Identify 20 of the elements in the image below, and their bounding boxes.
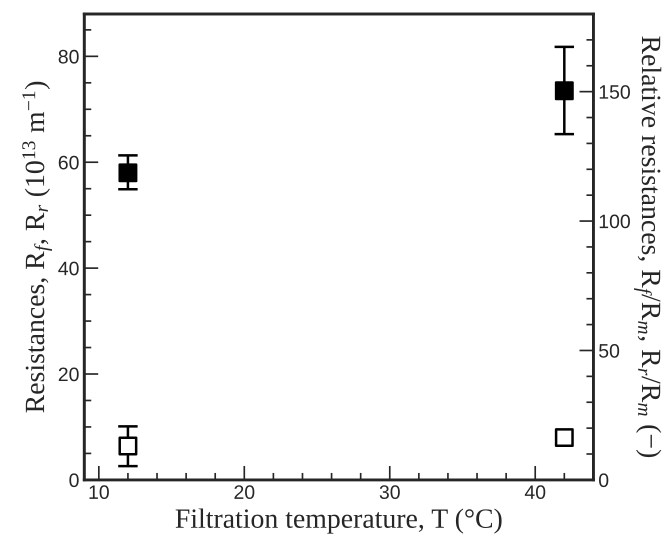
x-tick-label: 20: [234, 485, 254, 500]
x-tick-label: 30: [380, 485, 400, 500]
point: [554, 428, 574, 448]
y2-tick-label: 150: [600, 85, 630, 99]
y-tick-label: 40: [58, 262, 79, 276]
x-tick-label: 10: [90, 485, 109, 500]
point: [118, 436, 138, 456]
point: [554, 81, 574, 100]
text: Relative resistances, R$_{f}$/R$_{m}$, R$_{r}$/R$_{m}$ (−): [634, 36, 662, 458]
x-tick-label: 40: [524, 485, 546, 500]
y2-tick-label: 0: [599, 473, 608, 488]
y-tick-label: 0: [69, 473, 79, 488]
point: [118, 163, 138, 182]
text: Resistances, R$_{f}$, R$_{r}$ (10$^{13}$ m$^{−1}$): [22, 82, 52, 413]
y-tick-label: 20: [58, 367, 79, 382]
y-tick-label: 60: [58, 156, 79, 170]
x-axis-title: Filtration temperature, T (°C): [176, 508, 502, 534]
y-tick-label: 80: [58, 50, 79, 64]
y2-tick-label: 50: [599, 344, 620, 358]
y2-tick-label: 100: [600, 214, 630, 228]
